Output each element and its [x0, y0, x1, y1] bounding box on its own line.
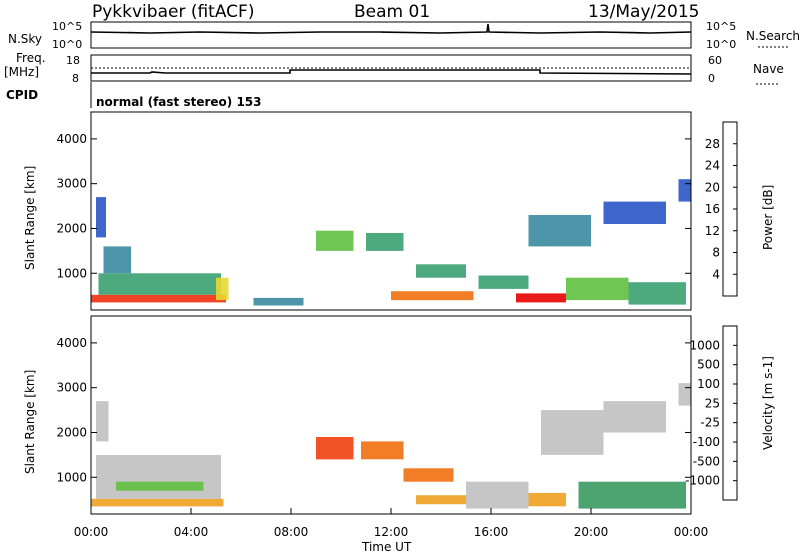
velocity-xtick-label: 04:00: [174, 525, 209, 539]
velocity-echo-region: [541, 410, 604, 455]
freq-tick-top: 18: [66, 54, 80, 67]
velocity-colorbar-tick-label: -1000: [685, 474, 720, 488]
velocity-xlabel: Time UT: [361, 540, 412, 554]
nsky-line: [90, 23, 692, 34]
velocity-panel: 1000 2000 3000 4000 Slant Range [km] 1000 50…: [23, 315, 775, 554]
nsky-tick-right-bottom: 10^0: [706, 38, 736, 51]
power-echo-region: [528, 215, 591, 247]
freq-line: [91, 69, 692, 75]
velocity-echo-region: [416, 495, 466, 505]
velocity-echo-region: [578, 481, 686, 509]
velocity-ytick-label: 4000: [56, 336, 87, 350]
velocity-ytick-label: 3000: [56, 381, 87, 395]
velocity-echo-region: [361, 441, 404, 460]
power-echo-region: [96, 197, 106, 238]
velocity-ylabel: Slant Range [km]: [23, 370, 37, 474]
velocity-echo-region: [91, 498, 224, 507]
power-ytick-label: 3000: [56, 177, 87, 191]
power-colorbar-tick-label: 8: [712, 246, 720, 260]
power-echo-region: [316, 230, 354, 251]
power-colorbar-tick-label: 20: [705, 180, 720, 194]
power-echo-region: [516, 293, 566, 303]
power-colorbar-tick-label: 12: [705, 224, 720, 238]
velocity-xtick-label: 08:00: [274, 525, 309, 539]
power-echo-region: [91, 294, 226, 303]
cpid-text: normal (fast stereo) 153: [96, 95, 262, 109]
beam-title: Beam 01: [354, 2, 430, 22]
power-ytick-label: 4000: [56, 132, 87, 146]
power-cbar-label: Power [dB]: [761, 185, 775, 250]
velocity-echo-region: [528, 492, 566, 507]
freq-tick-bottom: 8: [72, 72, 79, 85]
power-echo-region: [98, 273, 221, 295]
power-echo-region: [103, 246, 131, 274]
velocity-echo-region: [466, 481, 529, 509]
freq-panel: Freq. [MHz] 18 8 60 0 Nave: [4, 51, 784, 85]
velocity-colorbar-tick-label: -100: [693, 435, 720, 449]
nave-label: Nave: [753, 62, 784, 76]
power-echo-region: [478, 275, 529, 289]
freq-label-2: [MHz]: [4, 65, 39, 79]
velocity-echo-region: [316, 437, 354, 460]
velocity-echo-region: [403, 468, 454, 482]
power-colorbar-tick-label: 4: [712, 267, 720, 281]
power-colorbar-tick-label: 28: [705, 137, 720, 151]
velocity-echo-region: [678, 383, 691, 406]
nave-tick-top: 60: [708, 54, 722, 67]
freq-label-1: Freq.: [16, 51, 46, 65]
velocity-xtick-label: 16:00: [474, 525, 509, 539]
power-panel: 1000 2000 3000 4000 Slant Range [km] 28 24 20…: [23, 111, 775, 311]
power-colorbar-tick-label: 16: [705, 202, 720, 216]
velocity-colorbar-tick-label: 100: [697, 377, 720, 391]
velocity-colorbar-tick-label: -25: [700, 416, 720, 430]
velocity-echo-region: [96, 454, 221, 499]
nsky-panel: N.Sky 10^5 10^0 10^5 10^0 N.Search: [8, 20, 800, 51]
velocity-xtick-label: 00:00: [74, 525, 109, 539]
nsearch-label: N.Search: [746, 29, 800, 43]
power-echo-region: [678, 179, 691, 202]
velocity-colorbar-tick-label: 500: [697, 358, 720, 372]
velocity-echo-region: [96, 401, 109, 442]
cpid-label: CPID: [6, 88, 38, 102]
date-title: 13/May/2015: [588, 2, 700, 22]
power-ytick-label: 2000: [56, 221, 87, 235]
nsky-tick-right-top: 10^5: [706, 20, 736, 33]
velocity-xtick-label: 20:00: [574, 525, 609, 539]
velocity-echo-region: [116, 481, 204, 491]
velocity-xtick-label: 12:00: [374, 525, 409, 539]
power-echo-region: [416, 264, 466, 278]
nave-tick-bottom: 0: [708, 72, 715, 85]
velocity-ytick-label: 1000: [56, 470, 87, 484]
power-echo-region: [391, 291, 474, 301]
power-echo-region: [216, 277, 229, 301]
velocity-colorbar-tick-label: 25: [705, 396, 720, 410]
nsky-label: N.Sky: [8, 32, 42, 46]
velocity-colorbar-tick-label: -500: [693, 454, 720, 468]
velocity-xtick-label: 00:00: [674, 525, 709, 539]
power-echo-region: [628, 282, 686, 305]
radar-title: Pykkvibaer (fitACF): [92, 2, 254, 22]
nsky-tick-left-top: 10^5: [52, 20, 82, 33]
power-ylabel: Slant Range [km]: [23, 166, 37, 270]
power-echo-region: [253, 297, 304, 306]
velocity-colorbar-tick-label: 1000: [689, 338, 720, 352]
power-ytick-label: 1000: [56, 266, 87, 280]
power-echo-region: [603, 201, 666, 224]
velocity-echo-region: [603, 401, 666, 433]
power-echo-region: [366, 233, 404, 251]
nsky-tick-left-bottom: 10^0: [52, 38, 82, 51]
power-colorbar-tick-label: 24: [705, 159, 720, 173]
velocity-ytick-label: 2000: [56, 425, 87, 439]
velocity-cbar-label: Velocity [m s-1]: [761, 356, 775, 450]
power-echo-region: [566, 277, 629, 301]
